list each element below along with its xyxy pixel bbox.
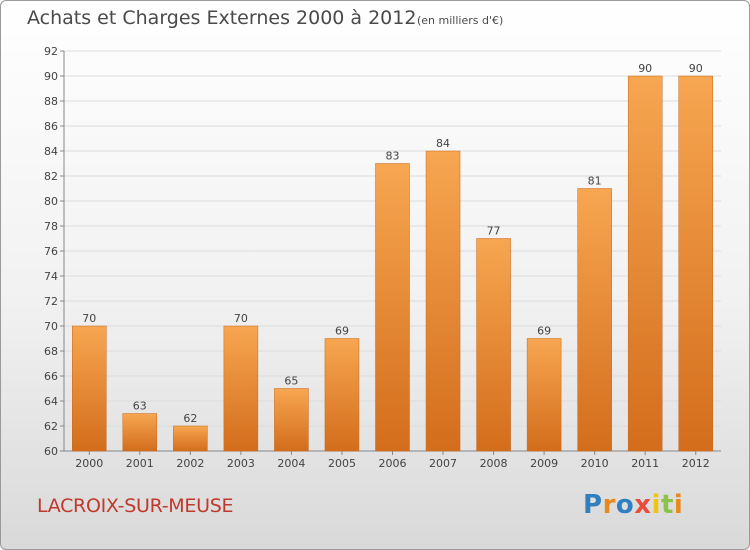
y-tick-label: 64 — [44, 395, 58, 408]
x-tick-label: 2006 — [379, 457, 407, 470]
bar-2003 — [223, 325, 259, 452]
data-label: 77 — [487, 225, 501, 238]
y-tick-label: 80 — [44, 195, 58, 208]
data-label: 90 — [638, 62, 652, 75]
y-tick-label: 72 — [44, 295, 58, 308]
bar-2009 — [526, 338, 562, 452]
y-tick-label: 60 — [44, 445, 58, 458]
data-label: 84 — [436, 137, 450, 150]
data-label: 65 — [284, 375, 298, 388]
y-tick-label: 70 — [44, 320, 58, 333]
x-tick-label: 2004 — [277, 457, 305, 470]
bar-2000 — [72, 325, 107, 452]
y-tick-label: 74 — [44, 270, 58, 283]
logo-letter: r — [602, 490, 616, 520]
x-tick-label: 2003 — [227, 457, 255, 470]
bar-2010 — [577, 188, 612, 452]
x-tick-label: 2009 — [530, 457, 558, 470]
logo-letter: x — [634, 490, 652, 520]
bar-2012 — [678, 75, 713, 452]
data-label: 63 — [133, 400, 147, 413]
bar-2006 — [375, 163, 410, 452]
x-tick-label: 2012 — [682, 457, 710, 470]
proxiti-logo: Proxiti — [583, 490, 683, 520]
data-label: 81 — [588, 175, 602, 188]
data-label: 90 — [689, 62, 703, 75]
x-tick-label: 2007 — [429, 457, 457, 470]
logo-letter: i — [651, 490, 661, 520]
y-tick-label: 82 — [44, 170, 58, 183]
bar-2004 — [274, 388, 309, 452]
bar-2008 — [476, 238, 511, 452]
y-tick-label: 86 — [44, 120, 58, 133]
x-tick-label: 2002 — [176, 457, 204, 470]
bar-2011 — [627, 75, 663, 452]
data-label: 69 — [335, 325, 349, 338]
bar-2001 — [122, 413, 158, 452]
y-tick-label: 68 — [44, 345, 58, 358]
data-label: 83 — [386, 150, 400, 163]
logo-letter: t — [660, 490, 674, 520]
commune-name: LACROIX-SUR-MEUSE — [37, 495, 234, 517]
chart-unit: (en milliers d'€) — [417, 14, 504, 27]
x-tick-label: 2010 — [581, 457, 609, 470]
x-tick-label: 2008 — [480, 457, 508, 470]
bar-2005 — [324, 338, 360, 452]
data-label: 70 — [234, 312, 248, 325]
logo-letter: i — [673, 490, 684, 520]
bars — [72, 75, 713, 452]
y-tick-label: 90 — [44, 70, 58, 83]
y-tick-label: 92 — [44, 45, 58, 58]
y-tick-label: 78 — [44, 220, 58, 233]
x-tick-label: 2005 — [328, 457, 356, 470]
bar-2007 — [425, 150, 461, 452]
logo-letter: o — [615, 490, 635, 520]
y-tick-label: 66 — [44, 370, 58, 383]
data-label: 62 — [183, 412, 197, 425]
data-label: 69 — [537, 325, 551, 338]
y-tick-label: 88 — [44, 95, 58, 108]
y-tick-label: 76 — [44, 245, 58, 258]
logo-letter: P — [583, 490, 603, 520]
x-tick-label: 2000 — [75, 457, 103, 470]
x-tick-label: 2011 — [631, 457, 659, 470]
data-label: 70 — [82, 312, 96, 325]
labels: 60 62 64 66 68 70 72 74 76 78 80 82 84 86 88 90 92 70 2000… — [44, 45, 710, 470]
chart-title: Achats et Charges Externes 2000 à 2012 — [27, 7, 417, 29]
y-tick-label: 84 — [44, 145, 58, 158]
y-tick-label: 62 — [44, 420, 58, 433]
x-tick-label: 2001 — [126, 457, 154, 470]
bar-2002 — [173, 425, 208, 452]
